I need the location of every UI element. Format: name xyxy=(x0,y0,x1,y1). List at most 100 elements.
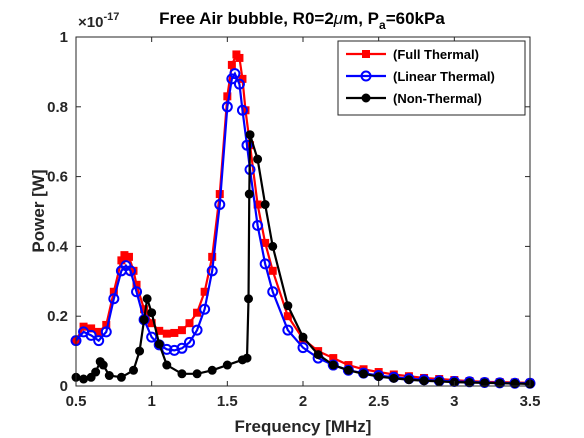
x-tick-label: 3.5 xyxy=(520,393,541,410)
data-point xyxy=(135,346,145,356)
data-point xyxy=(100,326,112,338)
legend-marker xyxy=(362,50,370,58)
data-point xyxy=(161,343,173,355)
series-layer xyxy=(70,50,536,389)
data-point xyxy=(245,130,255,140)
legend-entry-0: (Full Thermal) xyxy=(346,47,479,62)
legend: (Full Thermal) (Linear Thermal) (Non-Therm… xyxy=(337,40,526,116)
data-point xyxy=(495,378,505,388)
x-tick-label: 1 xyxy=(147,393,155,410)
data-point xyxy=(124,265,136,277)
data-point xyxy=(185,319,194,328)
data-point xyxy=(223,92,232,101)
data-point xyxy=(170,328,179,337)
data-point xyxy=(222,360,232,370)
data-point xyxy=(268,266,277,275)
data-point xyxy=(154,339,164,349)
data-point xyxy=(176,342,188,354)
y-axis-label: Power [W] xyxy=(29,169,48,252)
data-point xyxy=(236,104,248,116)
legend-marker xyxy=(360,70,372,82)
legend-marker xyxy=(361,93,371,103)
data-point xyxy=(253,154,263,164)
data-point xyxy=(328,360,338,370)
data-point xyxy=(129,365,139,375)
data-point xyxy=(85,329,97,341)
series-2 xyxy=(71,130,535,389)
chart-title: Free Air bubble, R0=2μm, Pa=60kPa xyxy=(159,9,445,32)
x-tick-label: 1.5 xyxy=(217,393,238,410)
data-point xyxy=(91,367,101,377)
data-point xyxy=(191,324,203,336)
data-point xyxy=(374,372,384,382)
data-point xyxy=(233,78,245,90)
y-tick-label: 0.2 xyxy=(47,308,68,325)
data-point xyxy=(227,60,236,69)
ticks-layer xyxy=(75,36,531,387)
data-point xyxy=(244,189,254,199)
data-point xyxy=(142,294,152,304)
data-point xyxy=(313,350,323,360)
data-point xyxy=(124,252,133,261)
data-point xyxy=(208,252,217,261)
data-point xyxy=(260,200,270,210)
legend-label: (Linear Thermal) xyxy=(393,69,495,84)
data-point xyxy=(297,342,309,354)
data-point xyxy=(116,372,126,382)
data-point xyxy=(177,369,187,379)
data-point xyxy=(283,312,292,321)
legend-label: (Full Thermal) xyxy=(393,47,479,62)
data-point xyxy=(207,365,217,375)
legend-label: (Non-Thermal) xyxy=(393,91,482,106)
data-point xyxy=(221,101,233,113)
x-tick-label: 0.5 xyxy=(66,393,87,410)
data-point xyxy=(162,329,171,338)
data-point xyxy=(192,369,202,379)
data-point xyxy=(162,360,172,370)
x-tick-label: 2.5 xyxy=(368,393,389,410)
data-point xyxy=(131,286,143,298)
y-exponent-label: ×10-17 xyxy=(78,11,119,31)
data-point xyxy=(206,265,218,277)
data-point xyxy=(242,353,252,363)
data-point xyxy=(98,360,108,370)
data-point xyxy=(343,365,353,375)
data-point xyxy=(79,374,89,384)
data-point xyxy=(214,199,226,211)
data-point xyxy=(282,324,294,336)
y-tick-labels: 0 0.2 0.4 0.6 0.8 1 xyxy=(47,29,69,395)
data-point xyxy=(139,315,149,325)
y-tick-label: 0.4 xyxy=(47,238,69,255)
data-point xyxy=(298,332,308,342)
data-point xyxy=(480,378,490,388)
data-point xyxy=(108,293,120,305)
data-point xyxy=(93,335,105,347)
data-point xyxy=(104,371,114,381)
y-tick-label: 0.6 xyxy=(47,169,68,186)
legend-entries: (Full Thermal) (Linear Thermal) (Non-Therm… xyxy=(346,47,495,106)
data-point xyxy=(235,53,244,62)
data-point xyxy=(389,373,399,383)
legend-entry-2: (Non-Thermal) xyxy=(346,91,482,106)
y-tick-label: 1 xyxy=(60,29,68,46)
legend-entry-1: (Linear Thermal) xyxy=(346,69,495,84)
x-axis-label: Frequency [MHz] xyxy=(235,417,372,436)
data-point xyxy=(147,308,157,318)
data-point xyxy=(419,376,429,386)
data-point xyxy=(177,326,186,335)
data-point xyxy=(434,376,444,386)
y-tick-label: 0.8 xyxy=(47,99,68,116)
data-point xyxy=(261,238,270,247)
data-point xyxy=(146,331,158,343)
data-point xyxy=(241,139,253,151)
data-point xyxy=(283,301,293,311)
x-tick-labels: 0.5 1 1.5 2 2.5 3 3.5 xyxy=(66,393,541,410)
data-point xyxy=(359,369,369,379)
data-point xyxy=(464,378,474,388)
data-point xyxy=(184,336,195,348)
x-tick-label: 3 xyxy=(450,393,458,410)
data-point xyxy=(252,219,264,231)
x-tick-label: 2 xyxy=(299,393,307,410)
data-point xyxy=(244,294,254,304)
